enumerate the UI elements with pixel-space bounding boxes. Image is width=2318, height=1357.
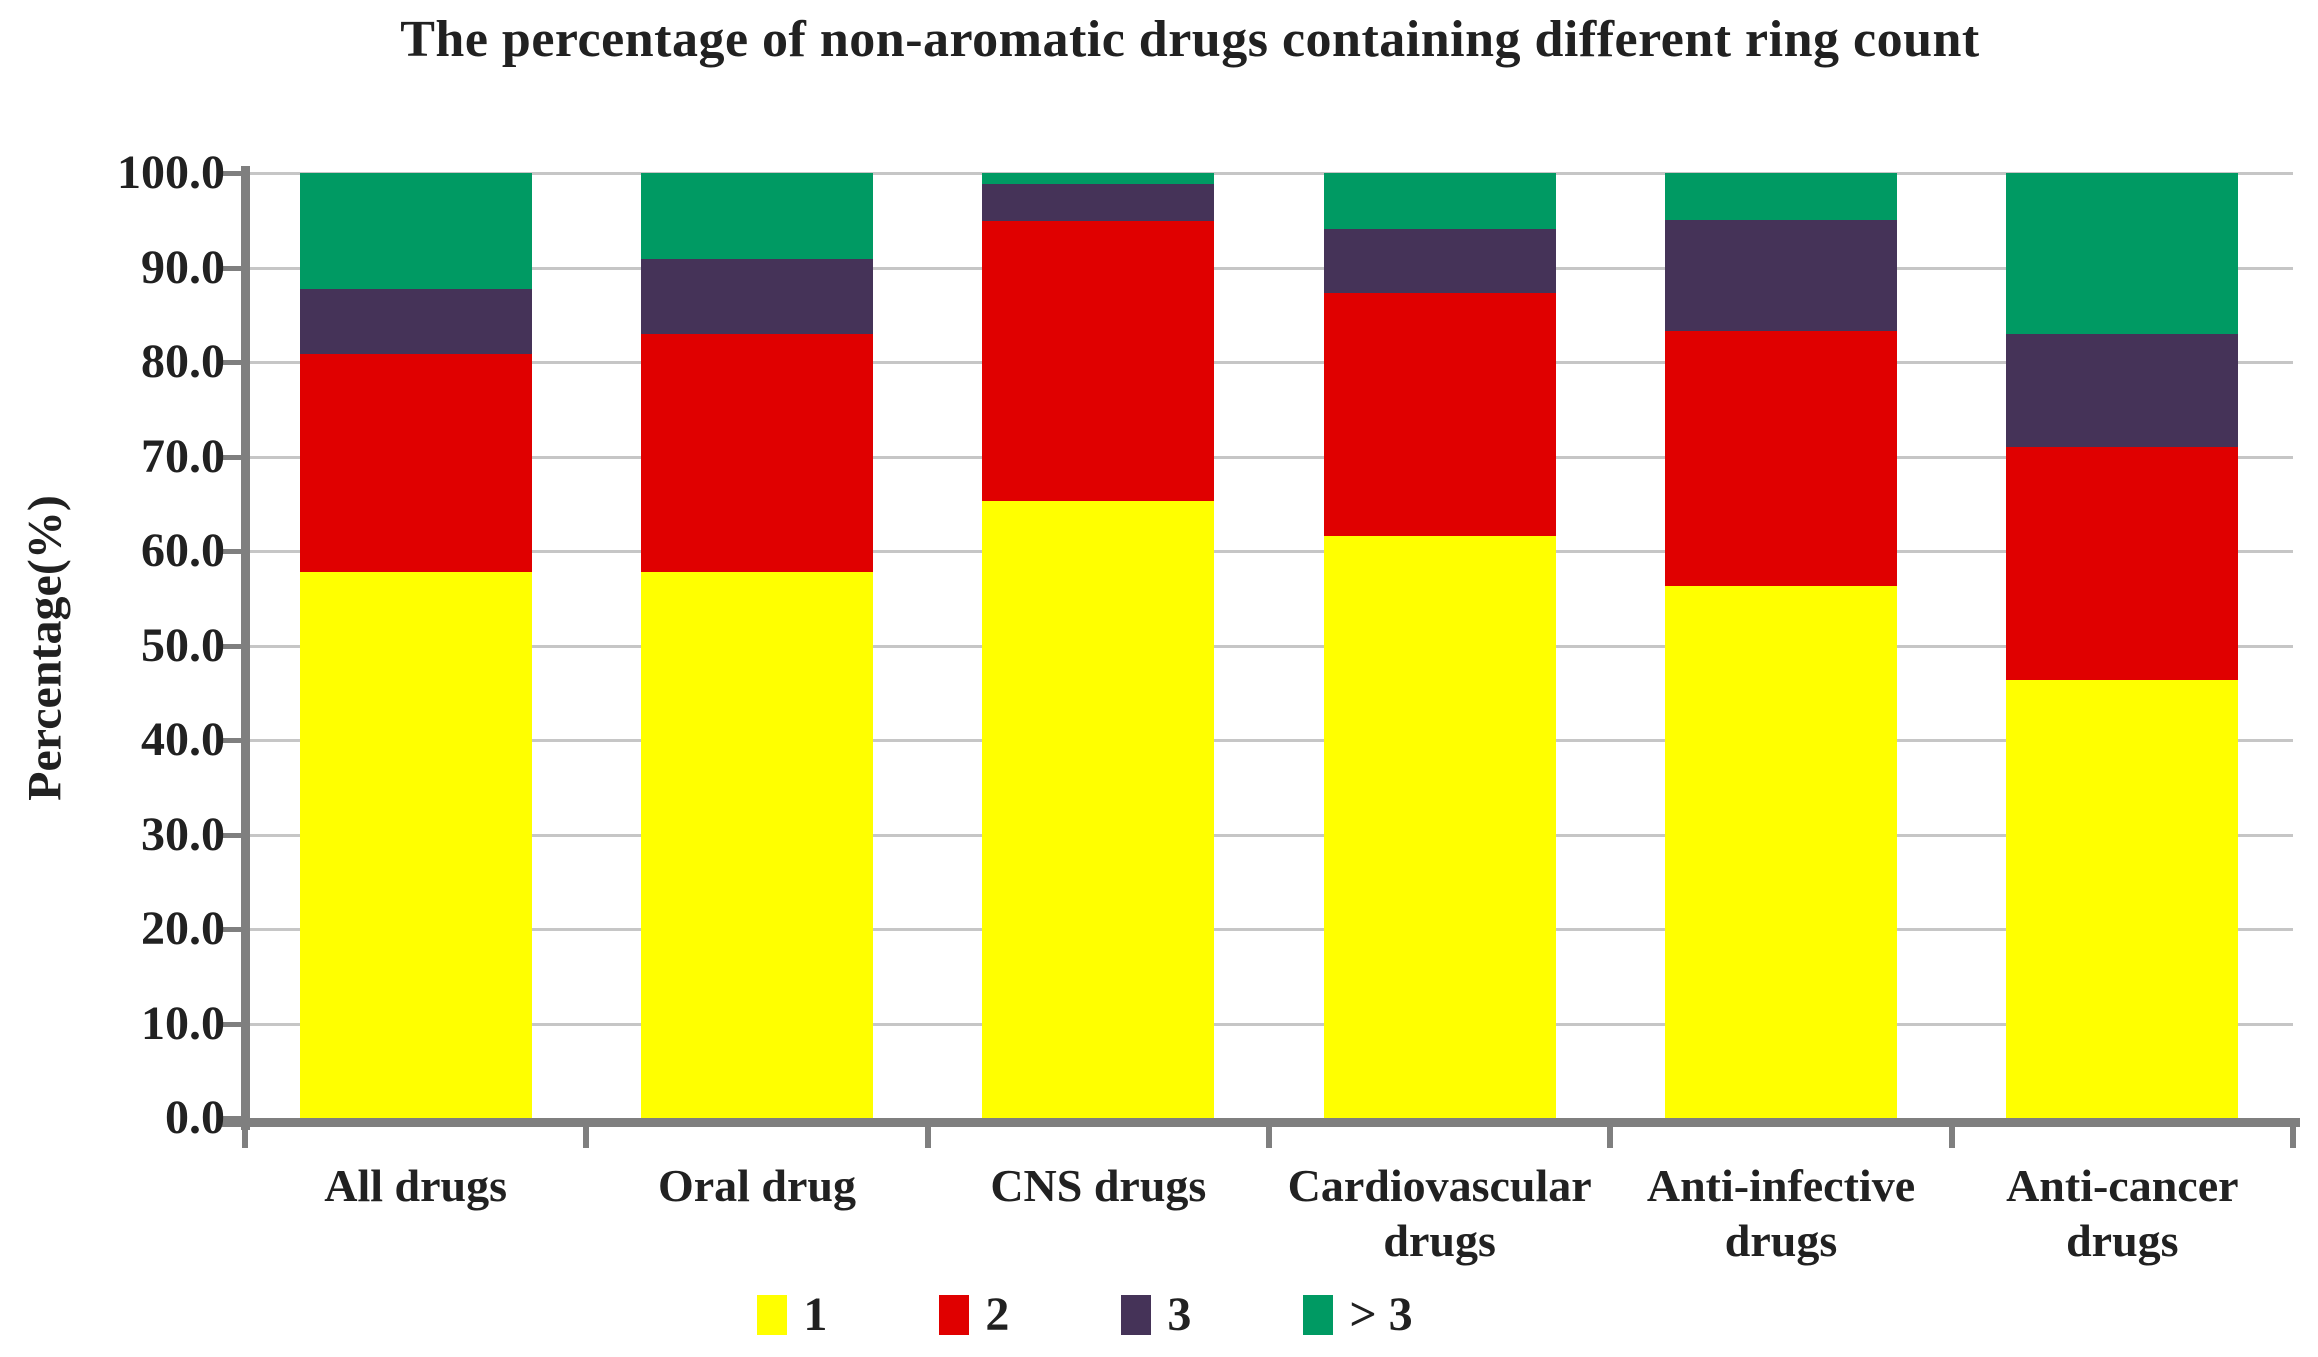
bar-segment <box>1665 585 1897 1118</box>
legend-swatch <box>1303 1295 1334 1335</box>
x-tick-mark <box>1607 1122 1614 1148</box>
y-tick-label: 100.0 <box>117 146 225 199</box>
legend-label: 1 <box>803 1288 828 1341</box>
bar-segment <box>299 353 532 572</box>
y-tick-label: 0.0 <box>165 1091 225 1144</box>
x-axis-line <box>222 1118 2300 1127</box>
bar-segment <box>2006 173 2239 334</box>
bar-segment <box>1665 220 1897 331</box>
gridline <box>245 833 2293 837</box>
y-tick-mark <box>218 1021 245 1027</box>
legend-label: > 3 <box>1349 1288 1413 1341</box>
gridline <box>245 361 2293 364</box>
bar-segment <box>299 289 532 354</box>
category-label: Anti-infective drugs <box>1646 1160 1916 1267</box>
bar-segment <box>1323 293 1556 536</box>
bar-segment <box>982 184 1215 222</box>
bar <box>299 173 532 1118</box>
x-tick-mark <box>1266 1122 1272 1148</box>
legend-item: > 3 <box>1303 1288 1413 1341</box>
y-tick-label: 80.0 <box>141 335 225 388</box>
y-tick-label: 20.0 <box>141 902 225 955</box>
legend-label: 2 <box>985 1288 1010 1341</box>
bar <box>641 173 873 1118</box>
x-tick-mark <box>924 1122 931 1148</box>
bar <box>1665 173 1897 1118</box>
gridline <box>245 928 2293 931</box>
gridline <box>245 172 2293 175</box>
bar-segment <box>982 221 1215 501</box>
legend-swatch <box>1121 1295 1152 1335</box>
legend-swatch <box>939 1295 970 1335</box>
gridline <box>245 266 2293 270</box>
legend-label: 3 <box>1167 1288 1192 1341</box>
y-tick-mark <box>218 549 245 554</box>
legend-item: 1 <box>757 1291 827 1339</box>
y-tick-label: 30.0 <box>141 807 225 861</box>
gridline <box>245 455 2293 459</box>
bar-segment <box>641 173 873 259</box>
y-tick-label: 50.0 <box>141 618 225 672</box>
category-label: CNS drugs <box>990 1160 1207 1211</box>
x-tick-mark <box>583 1122 590 1148</box>
y-tick-label: 90.0 <box>141 240 225 294</box>
bar <box>982 173 1215 1118</box>
bar-segment <box>1665 173 1897 221</box>
gridline <box>245 550 2293 553</box>
y-tick-mark <box>218 927 245 932</box>
bar-segment <box>982 500 1215 1118</box>
category-label: All drugs <box>324 1160 508 1211</box>
y-tick-mark <box>218 360 245 365</box>
y-tick-mark <box>218 265 245 271</box>
bar <box>1323 173 1556 1118</box>
category-label: Anti-cancer drugs <box>2006 1160 2239 1267</box>
y-tick-mark <box>218 1116 245 1121</box>
y-tick-mark <box>218 454 245 460</box>
gridline <box>245 1022 2293 1026</box>
y-tick-mark <box>218 832 245 838</box>
bar-segment <box>1323 535 1556 1118</box>
x-tick-mark <box>242 1122 248 1148</box>
y-tick-label: 60.0 <box>141 524 225 577</box>
bar-segment <box>641 259 873 334</box>
chart-title: The percentage of non-aromatic drugs con… <box>400 11 1980 68</box>
y-tick-mark <box>218 738 245 743</box>
category-label: Oral drug <box>657 1160 857 1211</box>
y-tick-label: 10.0 <box>141 996 225 1050</box>
legend: 1 2 3 > 3 <box>0 1284 2170 1346</box>
legend-item: 3 <box>1121 1291 1191 1339</box>
gridline <box>245 739 2293 742</box>
y-axis-line <box>241 166 250 1130</box>
legend-item: 2 <box>939 1291 1009 1339</box>
x-tick-mark <box>2290 1122 2296 1148</box>
x-tick-mark <box>1948 1122 1955 1148</box>
y-tick-mark <box>218 643 245 649</box>
bar-segment <box>1665 330 1897 586</box>
legend-swatch <box>757 1295 788 1335</box>
gridline <box>245 644 2293 648</box>
y-tick-label: 40.0 <box>141 713 225 766</box>
bar-segment <box>1323 173 1556 229</box>
bar-segment <box>299 173 532 290</box>
plot-area <box>245 172 2293 1118</box>
bar-segment <box>982 173 1215 185</box>
bar-segment <box>2006 333 2239 448</box>
bar-segment <box>641 571 873 1118</box>
bar-segment <box>299 571 532 1118</box>
bar-segment <box>2006 680 2239 1118</box>
bar-segment <box>1323 228 1556 294</box>
bar-segment <box>641 333 873 572</box>
category-label: Cardiovascular drugs <box>1287 1160 1592 1267</box>
y-tick-mark <box>218 171 245 176</box>
bar <box>2006 173 2239 1118</box>
y-tick-label: 70.0 <box>141 429 225 483</box>
bar-segment <box>2006 447 2239 681</box>
